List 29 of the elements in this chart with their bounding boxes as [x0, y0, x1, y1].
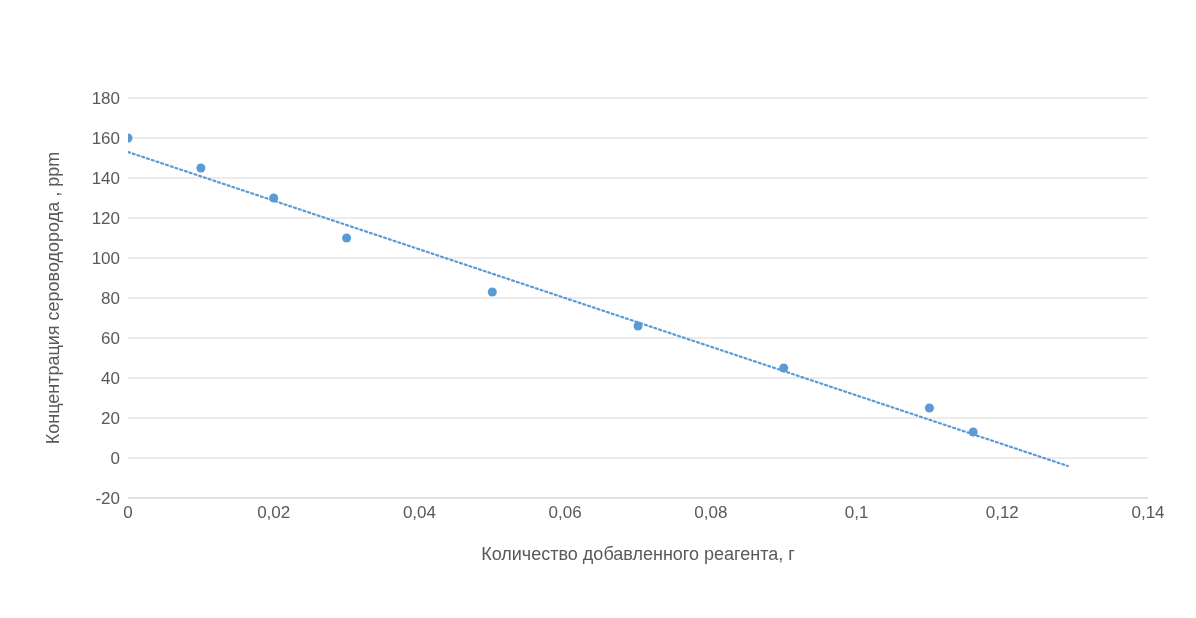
- y-tick-label: 100: [91, 249, 120, 269]
- y-tick-label: 160: [91, 129, 120, 149]
- y-tick-label: 120: [91, 209, 120, 229]
- y-tick-label: 20: [101, 409, 120, 429]
- x-tick-label: 0,02: [257, 503, 291, 523]
- y-tick-label: 80: [101, 289, 120, 309]
- point: [269, 193, 279, 203]
- point: [968, 427, 978, 437]
- y-tick-label: 60: [101, 329, 120, 349]
- x-tick-label: 0,14: [1131, 503, 1165, 523]
- y-tick-label: 180: [91, 89, 120, 109]
- x-tick-label: 0,1: [844, 503, 869, 523]
- x-tick-label: 0,12: [985, 503, 1019, 523]
- y-tick-label: -20: [95, 489, 120, 509]
- point: [196, 163, 206, 173]
- x-tick-label: 0,06: [548, 503, 582, 523]
- point: [779, 363, 789, 373]
- point: [342, 233, 352, 243]
- x-tick-label: 0,04: [402, 503, 436, 523]
- point: [633, 321, 643, 331]
- x-axis-title: Количество добавленного реагента, г: [481, 544, 796, 564]
- y-tick-label: 140: [91, 169, 120, 189]
- y-tick-label: 40: [101, 369, 120, 389]
- point: [924, 403, 934, 413]
- x-tick-label: 0,08: [694, 503, 728, 523]
- y-axis-title: Концентрация сероводорода , ppm: [43, 151, 64, 445]
- y-tick-label: 0: [110, 449, 120, 469]
- x-tick-label: 0: [123, 503, 133, 523]
- point: [487, 287, 497, 297]
